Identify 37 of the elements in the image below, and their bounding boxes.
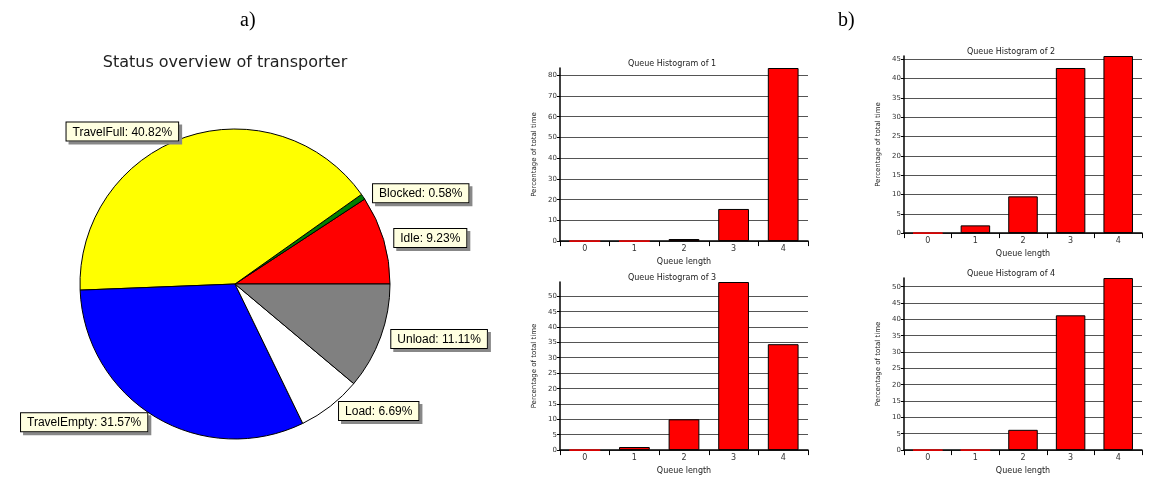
chart-title: Queue Histogram of 4: [966, 268, 1056, 278]
slice-label: TravelEmpty: 31.57%: [27, 415, 142, 430]
x-tick-label: 4: [1115, 235, 1121, 245]
x-tick-label: 1: [631, 452, 637, 462]
text: a): [240, 8, 256, 31]
x-tick-label: 1: [631, 243, 637, 253]
x-tick-label: 2: [681, 243, 687, 253]
slice-label: Load: 6.69%: [345, 403, 413, 418]
x-tick-label: 0: [925, 452, 931, 462]
chart-title: Queue Histogram of 1: [627, 58, 717, 68]
x-axis-title: Queue length: [995, 465, 1051, 475]
chart-title: Status overview of transporter: [102, 51, 348, 71]
x-axis-title: Queue length: [656, 256, 712, 266]
x-tick-label: 1: [972, 452, 978, 462]
x-tick-label: 4: [780, 243, 786, 253]
x-tick-label: 0: [925, 235, 931, 245]
text: b): [838, 8, 855, 31]
x-tick-label: 1: [972, 235, 978, 245]
slice-label: TravelFull: 40.82%: [72, 124, 173, 139]
x-tick-label: 3: [731, 243, 737, 253]
x-tick-label: 2: [1020, 452, 1026, 462]
chart-title: Queue Histogram of 3: [627, 272, 717, 282]
x-tick-label: 2: [1020, 235, 1026, 245]
x-tick-label: 3: [1068, 452, 1074, 462]
x-tick-label: 0: [582, 452, 588, 462]
x-axis-title: Queue length: [656, 465, 712, 475]
slice-label: Idle: 9.23%: [400, 230, 461, 245]
x-tick-label: 3: [731, 452, 737, 462]
slice-label: Blocked: 0.58%: [379, 186, 463, 201]
chart-title: Queue Histogram of 2: [966, 46, 1056, 56]
x-tick-label: 4: [780, 452, 786, 462]
x-axis-title: Queue length: [995, 248, 1051, 258]
x-tick-label: 4: [1115, 452, 1121, 462]
x-tick-label: 0: [582, 243, 588, 253]
x-tick-label: 3: [1068, 235, 1074, 245]
slice-label: Unload: 11.11%: [397, 332, 482, 347]
x-tick-label: 2: [681, 452, 687, 462]
